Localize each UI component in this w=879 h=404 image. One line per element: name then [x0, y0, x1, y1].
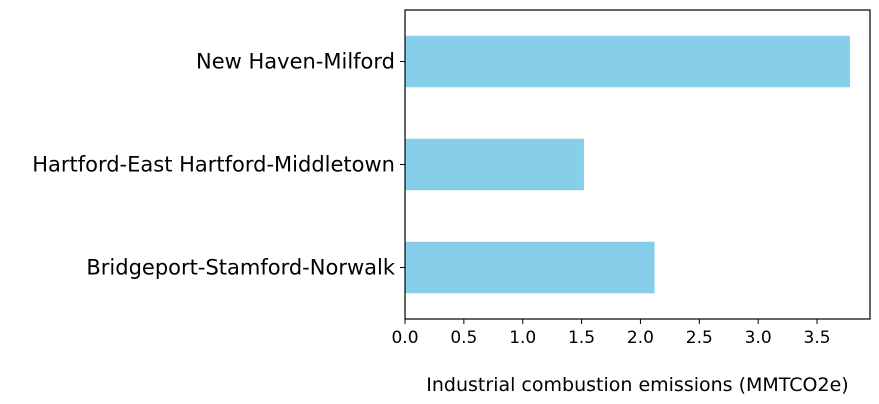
x-tick-label: 0.0 [391, 328, 418, 348]
plot-frame [404, 9, 871, 320]
x-tick-label: 2.5 [686, 328, 713, 348]
y-axis: New Haven-Milford Hartford-East Hartford-… [32, 50, 405, 280]
x-tick-label: 1.5 [568, 328, 595, 348]
x-tick-label: 3.0 [745, 328, 772, 348]
x-tick-label: 3.5 [804, 328, 831, 348]
x-axis: 0.0 0.5 1.0 1.5 2.0 2.5 3.0 3.5 [391, 319, 831, 348]
y-tick-label: Hartford-East Hartford-Middletown [32, 153, 395, 177]
bar-hartford-east-hartford-middletown [405, 138, 584, 191]
y-tick-label: Bridgeport-Stamford-Norwalk [86, 256, 395, 280]
x-tick-label: 2.0 [627, 328, 654, 348]
x-tick-label: 1.0 [509, 328, 536, 348]
x-tick-label: 0.5 [450, 328, 477, 348]
y-tick-label: New Haven-Milford [196, 50, 395, 74]
x-axis-title: Industrial combustion emissions (MMTCO2e… [426, 374, 848, 396]
bars-group [405, 35, 850, 294]
bar-bridgeport-stamford-norwalk [405, 241, 655, 294]
bar-new-haven-milford [405, 35, 850, 88]
